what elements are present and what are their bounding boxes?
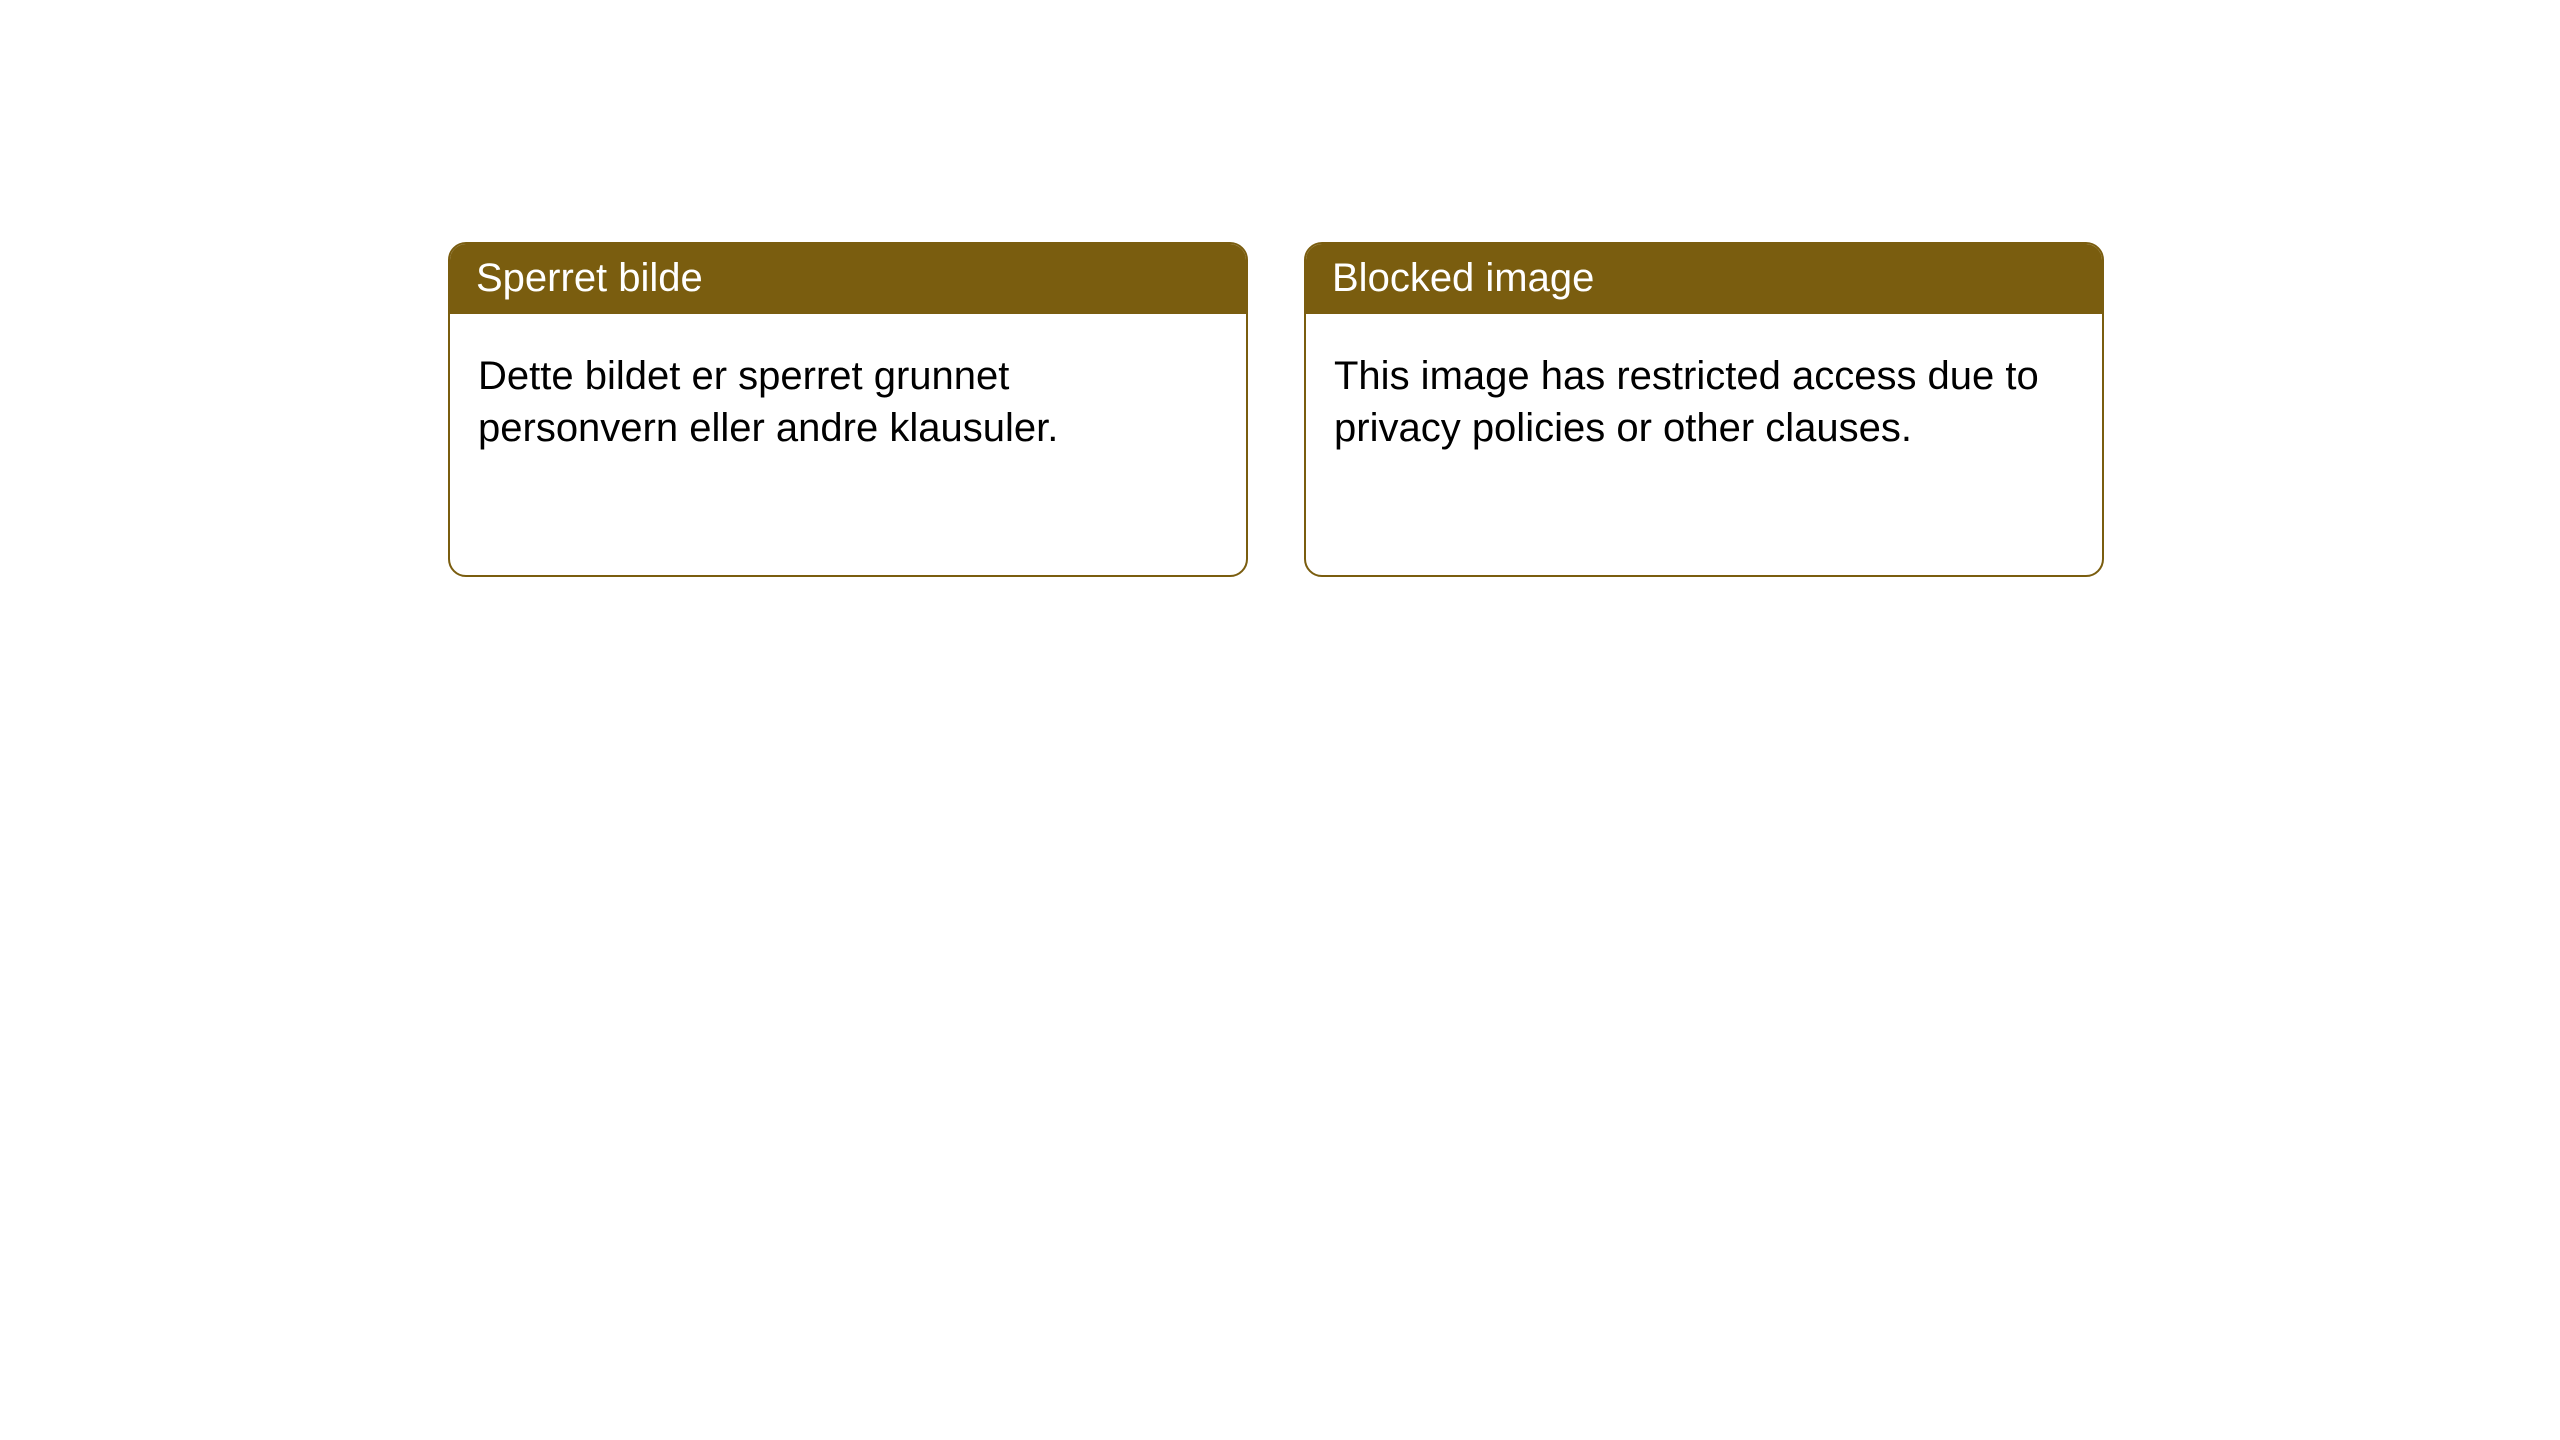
notice-body-norwegian: Dette bildet er sperret grunnet personve… [450, 314, 1246, 490]
notice-card-english: Blocked image This image has restricted … [1304, 242, 2104, 577]
notice-card-norwegian: Sperret bilde Dette bildet er sperret gr… [448, 242, 1248, 577]
notice-header-norwegian: Sperret bilde [450, 244, 1246, 314]
notice-container: Sperret bilde Dette bildet er sperret gr… [448, 242, 2104, 577]
notice-header-english: Blocked image [1306, 244, 2102, 314]
notice-body-english: This image has restricted access due to … [1306, 314, 2102, 490]
